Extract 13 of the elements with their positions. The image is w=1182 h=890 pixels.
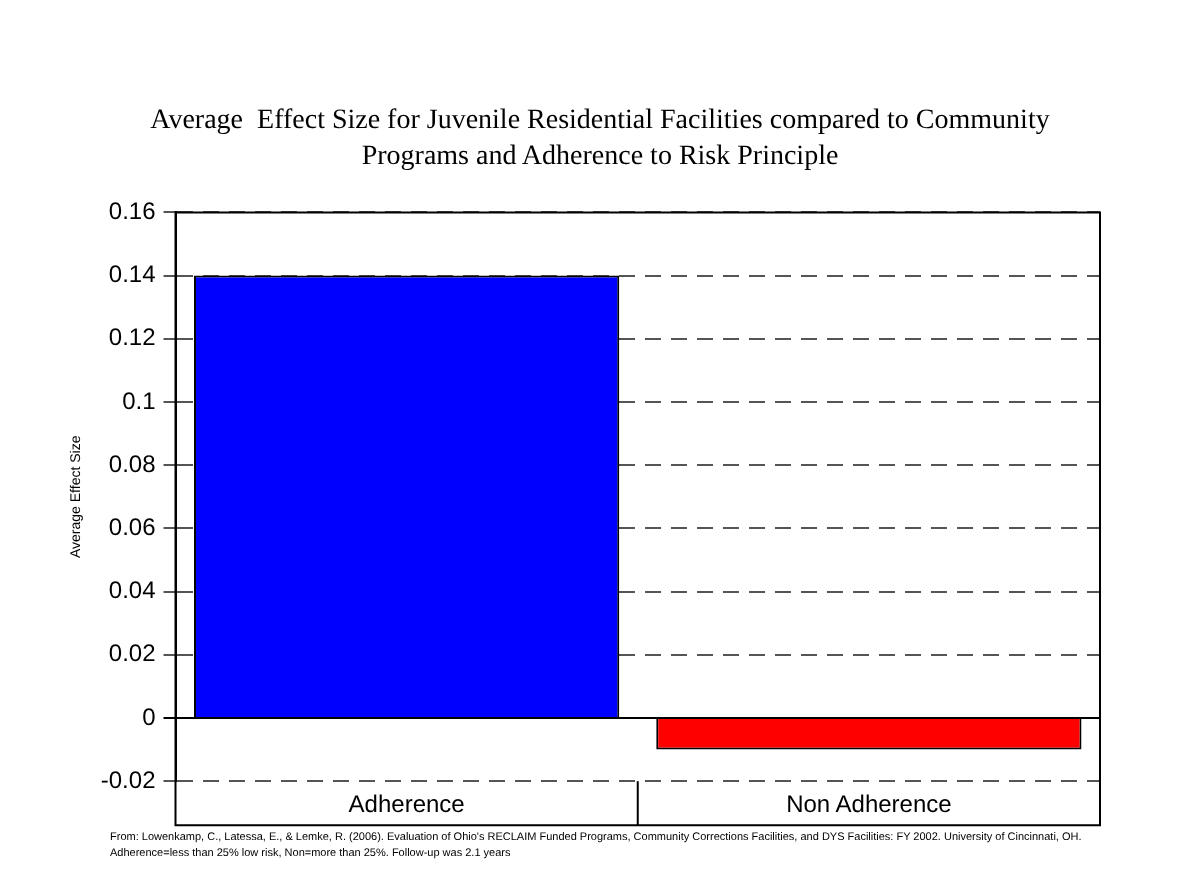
- y-tick-label: -0.02: [100, 765, 157, 794]
- chart-title: Average Effect Size for Juvenile Residential Facilities compared to Community Programs and Adherence to Risk Principle: [148, 104, 1052, 176]
- y-tick-label: 0.06: [108, 513, 157, 542]
- y-tick-label: 0.04: [108, 576, 157, 605]
- y-tick-label: 0.1: [122, 386, 157, 415]
- y-tick-label: 0.08: [108, 449, 157, 478]
- x-tick-label: Adherence: [348, 790, 466, 819]
- y-tick-label: 0.16: [108, 197, 157, 226]
- y-tick-label: 0: [142, 702, 157, 731]
- y-tick-label: 0.12: [108, 323, 157, 352]
- y-tick-label: 0.14: [108, 260, 157, 289]
- x-tick-label: Non Adherence: [786, 790, 953, 819]
- y-tick-label: 0.02: [108, 639, 157, 668]
